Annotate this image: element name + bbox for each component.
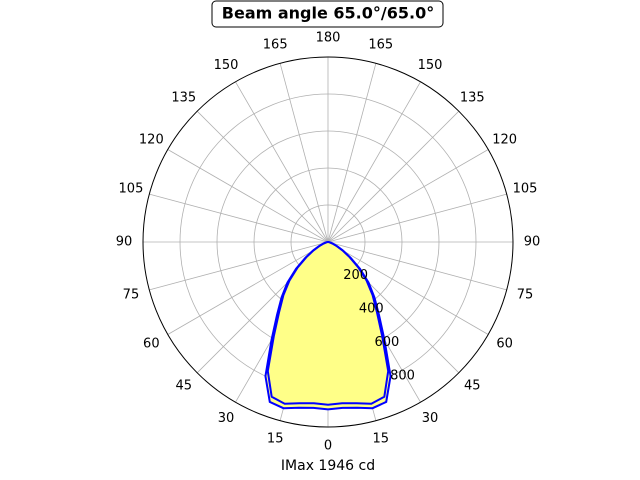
theta-tick-label: 90	[116, 235, 133, 250]
theta-tick-label: 15	[267, 432, 284, 447]
grid-spoke	[327, 241, 489, 335]
theta-tick-label: 90	[524, 235, 541, 250]
x-axis-label: IMax 1946 cd	[281, 458, 375, 474]
theta-tick-label: 150	[214, 58, 239, 73]
grid-spoke	[167, 149, 329, 243]
theta-tick-label: 165	[263, 37, 288, 52]
theta-tick-label: 135	[171, 90, 196, 105]
theta-tick-label: 30	[218, 411, 235, 426]
title-box: Beam angle 65.0°/65.0°	[211, 0, 444, 28]
theta-tick-label: 60	[496, 337, 513, 352]
theta-tick-label: 105	[119, 182, 144, 197]
r-tick-label: 600	[374, 335, 399, 350]
theta-tick-label: 135	[460, 90, 485, 105]
r-tick-label: 400	[359, 302, 384, 317]
grid-spoke	[149, 193, 329, 243]
theta-tick-label: 45	[464, 379, 481, 394]
theta-tick-label: 75	[123, 287, 140, 302]
r-tick-label: 800	[390, 369, 415, 384]
theta-tick-label: 75	[517, 287, 534, 302]
title-frame	[211, 0, 444, 28]
theta-tick-label: 120	[139, 133, 164, 148]
grid-spoke	[327, 149, 489, 243]
grid-spoke	[235, 81, 329, 243]
theta-tick-label: 15	[373, 432, 390, 447]
theta-tick-label: 45	[175, 379, 192, 394]
grid-spoke	[327, 81, 421, 243]
grid-spoke	[327, 110, 460, 243]
theta-tick-label: 180	[316, 31, 341, 46]
grid-spoke	[327, 193, 507, 243]
theta-tick-label: 120	[492, 133, 517, 148]
theta-tick-label: 30	[422, 411, 439, 426]
grid-spoke	[327, 241, 507, 291]
series-line	[266, 241, 390, 406]
grid-spoke	[167, 241, 329, 335]
theta-tick-label: 0	[324, 439, 332, 454]
theta-tick-label: 60	[143, 337, 160, 352]
grid-spoke	[279, 63, 329, 243]
theta-tick-label: 105	[513, 182, 538, 197]
r-tick-label: 200	[343, 268, 368, 283]
theta-tick-label: 165	[368, 37, 393, 52]
grid-spoke	[196, 110, 329, 243]
theta-tick-label: 150	[418, 58, 443, 73]
chart-title: Beam angle 65.0°/65.0°	[222, 4, 434, 23]
grid-spoke	[149, 241, 329, 291]
polar-frame	[142, 56, 514, 428]
grid-spoke	[327, 63, 377, 243]
